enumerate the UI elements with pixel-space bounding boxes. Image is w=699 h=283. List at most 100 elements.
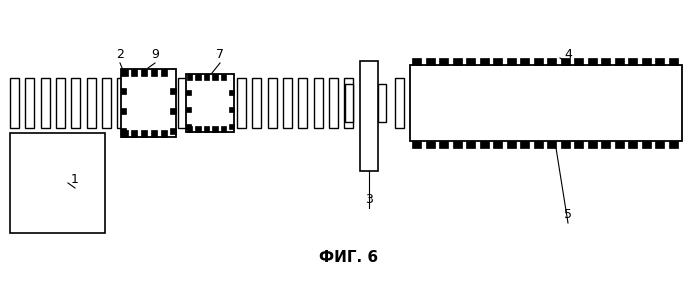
Bar [547, 141, 556, 148]
Bar [426, 78, 435, 128]
Bar [441, 78, 450, 128]
Bar [466, 141, 475, 148]
Bar [229, 124, 234, 129]
Bar [298, 78, 307, 128]
Bar [10, 133, 105, 233]
Bar [132, 78, 141, 128]
Bar [502, 78, 511, 128]
Bar [117, 78, 126, 128]
Bar [655, 58, 664, 65]
Bar [147, 78, 157, 128]
Bar [229, 107, 234, 112]
Bar [221, 74, 226, 80]
Bar [520, 141, 529, 148]
Bar [410, 78, 419, 128]
Bar [533, 78, 542, 128]
Text: 9: 9 [151, 48, 159, 61]
Text: 1: 1 [71, 173, 79, 186]
Bar [655, 78, 664, 128]
Bar [610, 78, 618, 128]
Text: 7: 7 [216, 48, 224, 61]
Bar [360, 61, 378, 171]
Bar [472, 78, 480, 128]
Text: 4: 4 [564, 48, 572, 61]
Bar [71, 78, 80, 128]
Bar [196, 126, 201, 132]
Bar [426, 58, 435, 65]
Bar [120, 69, 175, 137]
Text: ФИГ. 6: ФИГ. 6 [319, 250, 379, 265]
Bar [170, 128, 175, 134]
Bar [624, 78, 633, 128]
Bar [574, 141, 583, 148]
Text: 5: 5 [564, 208, 572, 221]
Bar [170, 88, 175, 94]
Bar [601, 58, 610, 65]
Bar [628, 58, 637, 65]
Bar [186, 74, 234, 132]
Bar [204, 74, 209, 80]
Bar [345, 84, 353, 122]
Bar [452, 141, 461, 148]
Bar [187, 74, 192, 80]
Bar [668, 141, 677, 148]
Bar [41, 78, 50, 128]
Bar [547, 58, 556, 65]
Bar [186, 107, 191, 112]
Bar [579, 78, 588, 128]
Bar [268, 78, 277, 128]
Bar [628, 141, 637, 148]
Bar [56, 78, 65, 128]
Bar [439, 141, 448, 148]
Bar [642, 141, 651, 148]
Bar [466, 58, 475, 65]
Bar [170, 108, 175, 114]
Bar [141, 69, 147, 76]
Bar [480, 141, 489, 148]
Bar [252, 78, 261, 128]
Bar [151, 69, 157, 76]
Bar [131, 69, 137, 76]
Bar [131, 130, 137, 137]
Bar [10, 78, 19, 128]
Bar [480, 58, 489, 65]
Bar [204, 126, 209, 132]
Bar [161, 69, 166, 76]
Bar [561, 58, 570, 65]
Bar [587, 58, 596, 65]
Bar [452, 58, 461, 65]
Bar [313, 78, 322, 128]
Bar [594, 78, 603, 128]
Bar [668, 58, 677, 65]
Bar [87, 78, 96, 128]
Bar [186, 90, 191, 95]
Bar [329, 78, 338, 128]
Bar [517, 78, 526, 128]
Bar [548, 78, 557, 128]
Bar [456, 78, 466, 128]
Bar [196, 74, 201, 80]
Bar [410, 65, 682, 141]
Bar [122, 130, 127, 137]
Bar [614, 141, 624, 148]
Bar [212, 74, 218, 80]
Bar [533, 58, 542, 65]
Bar [601, 141, 610, 148]
Bar [229, 90, 234, 95]
Bar [587, 141, 596, 148]
Bar [426, 141, 435, 148]
Bar [561, 141, 570, 148]
Bar [487, 78, 496, 128]
Bar [283, 78, 292, 128]
Bar [395, 78, 404, 128]
Bar [533, 141, 542, 148]
Bar [574, 58, 583, 65]
Bar [102, 78, 111, 128]
Bar [25, 78, 34, 128]
Bar [670, 78, 679, 128]
Bar [614, 58, 624, 65]
Bar [642, 58, 651, 65]
Text: 2: 2 [116, 48, 124, 61]
Bar [120, 108, 126, 114]
Text: 3: 3 [365, 193, 373, 206]
